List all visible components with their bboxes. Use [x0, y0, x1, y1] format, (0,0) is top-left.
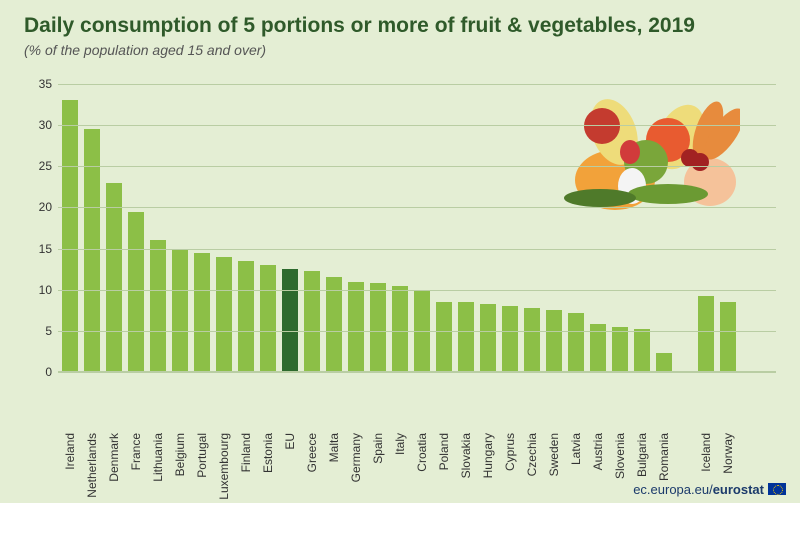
chart-title: Daily consumption of 5 portions or more …	[24, 14, 695, 38]
x-axis-label: Cyprus	[503, 433, 517, 533]
gridline	[58, 290, 776, 291]
gridline	[58, 125, 776, 126]
y-axis-label: 35	[24, 77, 52, 91]
gridline	[58, 372, 776, 373]
x-axis-label: Austria	[591, 433, 605, 533]
bar	[326, 277, 342, 372]
eu-flag-icon	[768, 483, 786, 495]
y-axis-label: 15	[24, 242, 52, 256]
y-axis-label: 5	[24, 324, 52, 338]
bar	[106, 183, 122, 372]
gridline	[58, 166, 776, 167]
x-axis-label: Poland	[437, 433, 451, 533]
y-axis-label: 0	[24, 365, 52, 379]
x-axis-label: Slovakia	[459, 433, 473, 533]
bar	[480, 304, 496, 372]
x-axis-label: Malta	[327, 433, 341, 533]
bar	[458, 302, 474, 372]
bar	[656, 353, 672, 372]
x-axis-label: Luxembourg	[217, 433, 231, 533]
bar	[392, 286, 408, 372]
x-axis-label: Ireland	[63, 433, 77, 533]
x-axis-label: Germany	[349, 433, 363, 533]
bar	[698, 296, 714, 372]
bar	[436, 302, 452, 372]
x-axis-label: Latvia	[569, 433, 583, 533]
source-credit: ec.europa.eu/eurostat	[633, 482, 786, 497]
bar	[304, 271, 320, 372]
bar	[172, 249, 188, 372]
bar	[370, 283, 386, 372]
bar	[502, 306, 518, 372]
infographic: Daily consumption of 5 portions or more …	[0, 0, 800, 503]
x-axis-label: Slovenia	[613, 433, 627, 533]
y-axis-label: 30	[24, 118, 52, 132]
x-axis-label: Lithuania	[151, 433, 165, 533]
bar	[216, 257, 232, 372]
x-axis-label: Spain	[371, 433, 385, 533]
x-axis-label: Portugal	[195, 433, 209, 533]
chart-subtitle: (% of the population aged 15 and over)	[24, 42, 266, 58]
x-axis-label: Finland	[239, 433, 253, 533]
bar	[260, 265, 276, 372]
x-axis-label: Italy	[393, 433, 407, 533]
bar	[568, 313, 584, 372]
y-axis-label: 20	[24, 200, 52, 214]
y-axis-label: 10	[24, 283, 52, 297]
bar	[612, 327, 628, 372]
bar	[194, 253, 210, 372]
bar	[546, 310, 562, 372]
y-axis-label: 25	[24, 159, 52, 173]
bar-chart	[58, 84, 776, 372]
x-axis-label: Greece	[305, 433, 319, 533]
x-axis-label: Estonia	[261, 433, 275, 533]
x-axis-label: EU	[283, 433, 297, 533]
gridline	[58, 84, 776, 85]
bar	[634, 329, 650, 372]
gridline	[58, 331, 776, 332]
bar	[348, 282, 364, 373]
gridline	[58, 249, 776, 250]
x-axis-label: Hungary	[481, 433, 495, 533]
bar	[238, 261, 254, 372]
x-axis-label: Belgium	[173, 433, 187, 533]
x-axis-label: Croatia	[415, 433, 429, 533]
gridline	[58, 207, 776, 208]
x-axis-label: France	[129, 433, 143, 533]
x-axis-label: Denmark	[107, 433, 121, 533]
x-axis-label: Czechia	[525, 433, 539, 533]
bar	[720, 302, 736, 372]
x-axis-label: Sweden	[547, 433, 561, 533]
bar	[524, 308, 540, 372]
x-axis-label: Netherlands	[85, 433, 99, 533]
bar	[128, 212, 144, 372]
bar	[282, 269, 298, 372]
bar	[150, 240, 166, 372]
